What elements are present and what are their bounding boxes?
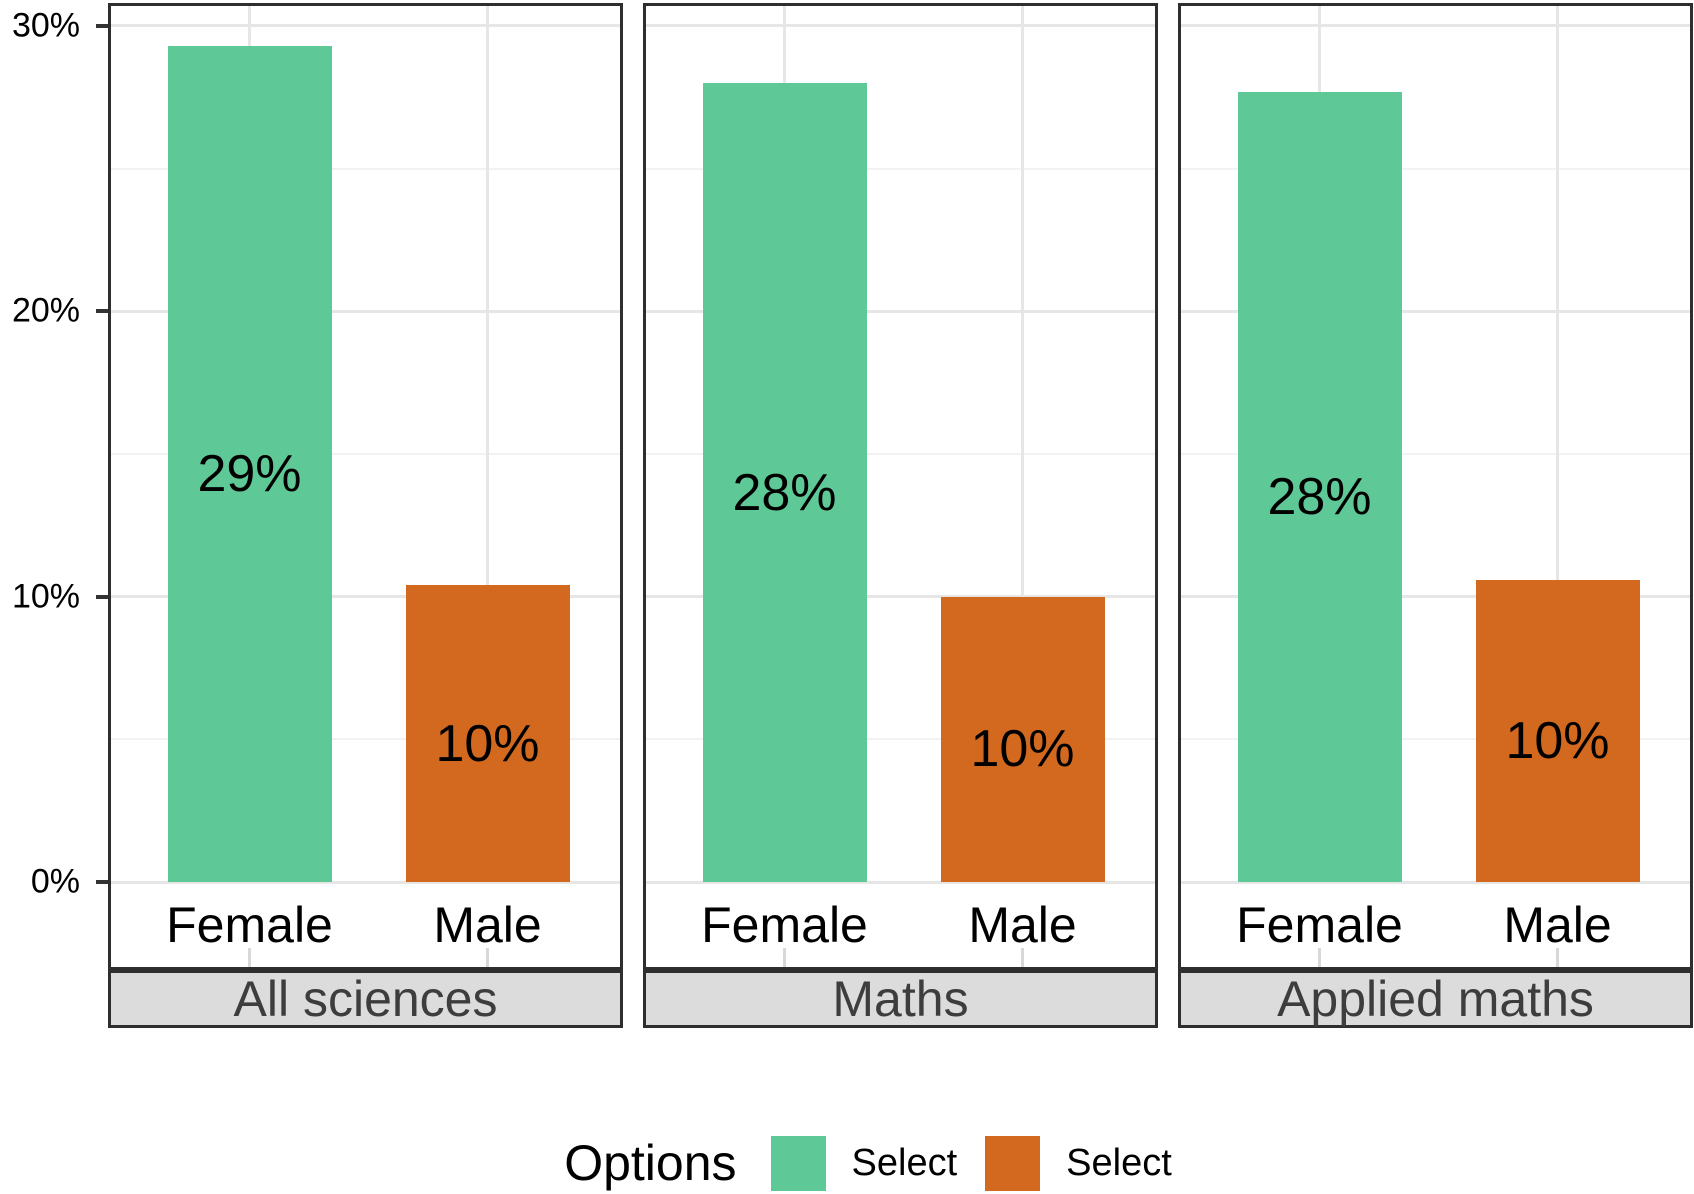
bar-male xyxy=(405,585,570,882)
major-gridline xyxy=(646,880,1155,884)
facet-strip: Applied maths xyxy=(1178,970,1693,1028)
facet-strip-label: Applied maths xyxy=(1277,971,1594,1027)
y-axis-tick xyxy=(96,594,108,599)
bar-value-label: 28% xyxy=(732,463,837,522)
bar-male xyxy=(940,596,1105,882)
legend: Options Select Select xyxy=(70,1133,1694,1193)
category-label-female: Female xyxy=(166,897,333,953)
y-axis-tick xyxy=(96,880,108,884)
category-label-male: Male xyxy=(968,897,1077,953)
facet-panel: 28% Female 10% Male xyxy=(643,3,1158,970)
y-axis-tick-label: 20% xyxy=(11,291,80,330)
major-gridline xyxy=(646,309,1155,313)
bar-male xyxy=(1475,579,1640,882)
minor-gridline xyxy=(111,452,620,455)
minor-gridline xyxy=(1181,452,1690,455)
category-label-female: Female xyxy=(1236,897,1403,953)
category-label-male: Male xyxy=(433,897,542,953)
minor-gridline xyxy=(646,452,1155,455)
minor-gridline xyxy=(111,738,620,741)
vertical-gridline xyxy=(1021,6,1024,882)
legend-key-swatch xyxy=(770,1135,826,1191)
y-axis-tick-label: 30% xyxy=(11,6,80,45)
y-axis-tick xyxy=(96,309,108,314)
major-gridline xyxy=(646,595,1155,599)
major-gridline xyxy=(1181,880,1690,884)
y-axis-tick-label: 0% xyxy=(30,862,80,901)
major-gridline xyxy=(111,24,620,28)
vertical-gridline xyxy=(1556,6,1559,882)
major-gridline xyxy=(1181,595,1690,599)
facet-panel: 29% Female 10% Male xyxy=(108,3,623,970)
minor-gridline xyxy=(1181,167,1690,170)
x-axis-tick xyxy=(1021,948,1024,967)
y-axis-tick-label: 10% xyxy=(11,577,80,616)
vertical-gridline xyxy=(486,6,489,882)
facet-strip: All sciences xyxy=(108,970,623,1028)
bar-female xyxy=(702,83,867,882)
facet-strip-label: All sciences xyxy=(233,971,498,1027)
bar-value-label: 29% xyxy=(197,444,302,503)
major-gridline xyxy=(1181,24,1690,28)
y-axis-tick xyxy=(96,23,108,28)
bar-value-label: 10% xyxy=(970,720,1075,779)
legend-entries: Select Select xyxy=(770,1135,1200,1191)
major-gridline xyxy=(111,595,620,599)
legend-entry-label: Select xyxy=(1066,1141,1172,1184)
major-gridline xyxy=(111,309,620,313)
bar-value-label: 28% xyxy=(1267,467,1372,526)
x-axis-tick xyxy=(1556,948,1559,967)
bar-female xyxy=(1237,91,1402,882)
x-axis-tick xyxy=(783,948,786,967)
minor-gridline xyxy=(1181,738,1690,741)
legend-key-swatch xyxy=(985,1135,1041,1191)
facet-strip: Maths xyxy=(643,970,1158,1028)
legend-entry: Select xyxy=(985,1135,1172,1191)
major-gridline xyxy=(1181,309,1690,313)
major-gridline xyxy=(646,24,1155,28)
x-axis-tick xyxy=(248,948,251,967)
category-label-female: Female xyxy=(701,897,868,953)
facet-strip-label: Maths xyxy=(832,971,969,1027)
major-gridline xyxy=(111,880,620,884)
x-axis-tick xyxy=(486,948,489,967)
minor-gridline xyxy=(111,167,620,170)
bar-value-label: 10% xyxy=(435,714,540,773)
bar-female xyxy=(167,45,332,882)
legend-entry: Select xyxy=(770,1135,958,1191)
category-label-male: Male xyxy=(1503,897,1612,953)
x-axis-tick xyxy=(1318,948,1321,967)
facet-panel: 28% Female 10% Male xyxy=(1178,3,1693,970)
legend-title: Options xyxy=(564,1135,737,1191)
minor-gridline xyxy=(646,738,1155,741)
minor-gridline xyxy=(646,167,1155,170)
legend-entry-label: Select xyxy=(851,1141,958,1184)
bar-value-label: 10% xyxy=(1505,711,1610,770)
